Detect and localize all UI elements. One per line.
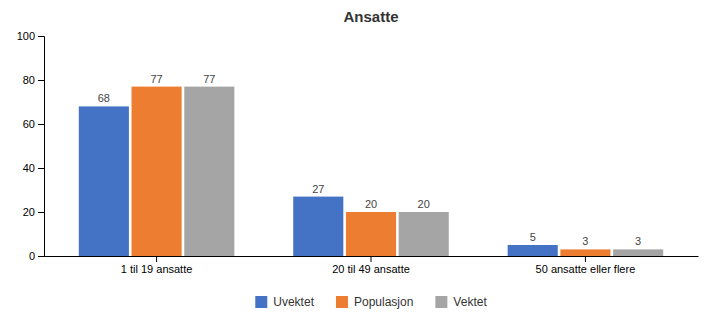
x-tick: 1 til 19 ansatte: [121, 256, 193, 275]
bar: [346, 212, 396, 256]
x-axis: 1 til 19 ansatte 20 til 49 ansatte 50 ansa…: [45, 256, 699, 275]
data-labels: 68 27 5 77 20 3 77 20 3: [98, 73, 641, 248]
legend-swatch: [336, 296, 348, 308]
data-label: 3: [635, 235, 641, 247]
legend-label: Vektet: [453, 295, 487, 309]
y-tick: 80: [23, 74, 44, 86]
bar: [613, 249, 663, 256]
chart-title: Ansatte: [343, 8, 398, 25]
data-label: 3: [582, 235, 588, 247]
tick-label: 20: [23, 206, 35, 218]
tick-mark: [38, 80, 44, 81]
tick-label: 40: [23, 162, 35, 174]
tick-mark: [38, 256, 44, 257]
y-tick: 40: [23, 162, 44, 174]
data-label: 77: [150, 73, 162, 85]
y-tick: 0: [29, 250, 44, 262]
legend: Uvektet Populasjon Vektet: [255, 295, 487, 309]
y-tick: 20: [23, 206, 44, 218]
tick-label: 60: [23, 118, 35, 130]
data-label: 68: [98, 92, 110, 104]
tick-mark: [371, 256, 372, 262]
legend-item: Uvektet: [255, 295, 314, 309]
bar: [508, 245, 558, 256]
legend-item: Populasjon: [336, 295, 413, 309]
data-label: 20: [418, 198, 430, 210]
bar: [79, 106, 129, 256]
tick-label: 1 til 19 ansatte: [121, 263, 193, 275]
bar: [293, 197, 343, 256]
bar-series: [132, 87, 611, 256]
chart-container: 0 20 40 60 80 100 1 til 19 ansatte 20 til 49 an…: [0, 0, 718, 318]
bar-series: [184, 87, 663, 256]
data-label: 20: [365, 198, 377, 210]
plot-area: 0 20 40 60 80 100 1 til 19 ansatte 20 til 49 an…: [17, 30, 699, 275]
y-tick: 100: [17, 30, 44, 42]
bars: [79, 87, 663, 256]
tick-mark: [38, 168, 44, 169]
data-label: 77: [203, 73, 215, 85]
legend-label: Uvektet: [273, 295, 314, 309]
legend-item: Vektet: [435, 295, 487, 309]
tick-label: 50 ansatte eller flere: [536, 263, 636, 275]
y-tick: 60: [23, 118, 44, 130]
bar: [560, 249, 610, 256]
tick-label: 80: [23, 74, 35, 86]
tick-mark: [38, 124, 44, 125]
tick-mark: [38, 212, 44, 213]
legend-swatch: [435, 296, 447, 308]
legend-swatch: [255, 296, 267, 308]
y-axis: 0 20 40 60 80 100: [17, 30, 45, 262]
bar: [132, 87, 182, 256]
bar: [184, 87, 234, 256]
tick-label: 0: [29, 250, 35, 262]
data-label: 27: [312, 183, 324, 195]
tick-label: 20 til 49 ansatte: [332, 263, 410, 275]
axis-domain: [38, 37, 45, 257]
tick-label: 100: [17, 30, 35, 42]
chart-svg: 0 20 40 60 80 100 1 til 19 ansatte 20 til 49 an…: [0, 0, 718, 318]
x-tick: 50 ansatte eller flere: [536, 256, 636, 275]
data-label: 5: [530, 231, 536, 243]
tick-mark: [585, 256, 586, 262]
legend-label: Populasjon: [354, 295, 413, 309]
tick-mark: [156, 256, 157, 262]
tick-mark: [38, 36, 44, 37]
bar: [399, 212, 449, 256]
x-tick: 20 til 49 ansatte: [332, 256, 410, 275]
